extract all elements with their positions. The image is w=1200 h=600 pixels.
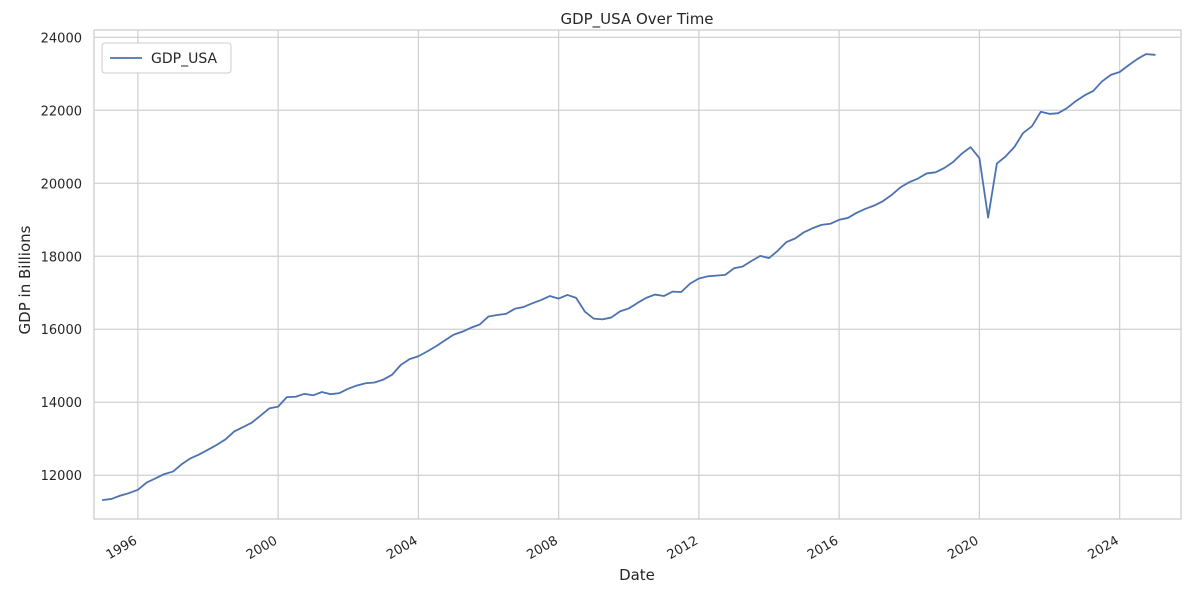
x-tick-label: 2016 <box>805 533 841 563</box>
axes-frame <box>93 29 1182 520</box>
x-tick-label: 2004 <box>384 533 420 563</box>
y-tick-label: 14000 <box>41 396 82 411</box>
legend-box <box>101 42 232 74</box>
y-tick-labels: 12000 14000 16000 18000 20000 22000 24000 <box>41 31 82 484</box>
y-axis-label: GDP in Billions <box>16 225 34 334</box>
x-axis-label: Date <box>619 566 655 584</box>
y-tick-label: 24000 <box>41 31 82 46</box>
x-tick-label: 2008 <box>524 533 560 563</box>
x-tick-labels: 1996 2000 2004 2008 2012 2016 2020 2024 <box>104 533 1122 563</box>
plot-area <box>94 30 1181 519</box>
x-tick-label: 1996 <box>104 533 140 563</box>
x-tick-label: 2012 <box>665 533 701 563</box>
y-tick-label: 16000 <box>41 323 82 338</box>
x-tick-label: 2000 <box>244 533 280 563</box>
x-gridlines <box>137 30 1121 519</box>
legend: GDP_USA <box>101 42 232 74</box>
x-tick-label: 2024 <box>1085 533 1121 563</box>
y-tick-label: 22000 <box>41 104 82 119</box>
chart-title: GDP_USA Over Time <box>560 10 713 29</box>
x-tick-label: 2020 <box>945 533 981 563</box>
y-gridlines <box>94 36 1181 476</box>
series-line-GDP_USA <box>101 53 1156 501</box>
y-tick-label: 18000 <box>41 250 82 265</box>
y-tick-label: 20000 <box>41 177 82 192</box>
series-layer <box>101 53 1156 501</box>
y-tick-label: 12000 <box>41 469 82 484</box>
legend-label: GDP_USA <box>151 51 217 67</box>
